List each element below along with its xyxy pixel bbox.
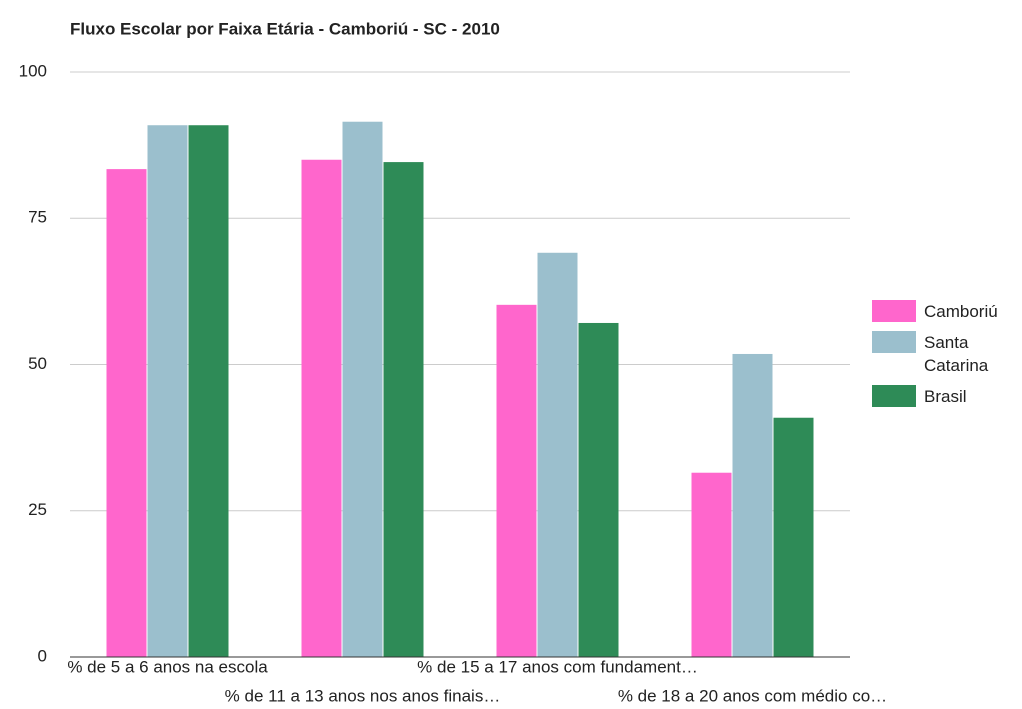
x-tick-label: % de 18 a 20 anos com médio co… bbox=[618, 686, 887, 705]
x-tick-label: % de 15 a 17 anos com fundament… bbox=[417, 657, 698, 676]
legend-label: Brasil bbox=[924, 387, 967, 406]
y-tick-label: 75 bbox=[28, 208, 47, 227]
legend-item: Camboriú bbox=[872, 300, 1022, 323]
bar bbox=[383, 162, 424, 657]
bar bbox=[301, 159, 342, 657]
legend-swatch bbox=[872, 385, 916, 407]
x-tick-label: % de 5 a 6 anos na escola bbox=[67, 657, 268, 676]
bar bbox=[732, 353, 773, 657]
bar bbox=[537, 252, 578, 657]
legend-label: Camboriú bbox=[924, 302, 998, 321]
chart-title: Fluxo Escolar por Faixa Etária - Cambori… bbox=[70, 19, 500, 38]
legend-swatch bbox=[872, 300, 916, 322]
bar bbox=[147, 125, 188, 658]
y-tick-label: 50 bbox=[28, 354, 47, 373]
legend-item: Santa Catarina bbox=[872, 331, 1022, 377]
bar bbox=[496, 304, 537, 657]
x-tick-label: % de 11 a 13 anos nos anos finais… bbox=[225, 686, 501, 705]
y-tick-label: 0 bbox=[38, 646, 47, 665]
legend-label: Santa Catarina bbox=[924, 333, 989, 375]
legend-item: Brasil bbox=[872, 385, 1022, 408]
legend-swatch bbox=[872, 331, 916, 353]
y-tick-label: 25 bbox=[28, 500, 47, 519]
legend: Camboriú Santa Catarina Brasil bbox=[872, 300, 1022, 416]
bar bbox=[342, 121, 383, 658]
bar bbox=[188, 125, 229, 658]
bar bbox=[691, 472, 732, 657]
bar bbox=[773, 417, 814, 657]
bar bbox=[578, 322, 619, 657]
bar bbox=[106, 169, 147, 658]
y-tick-label: 100 bbox=[19, 61, 47, 80]
